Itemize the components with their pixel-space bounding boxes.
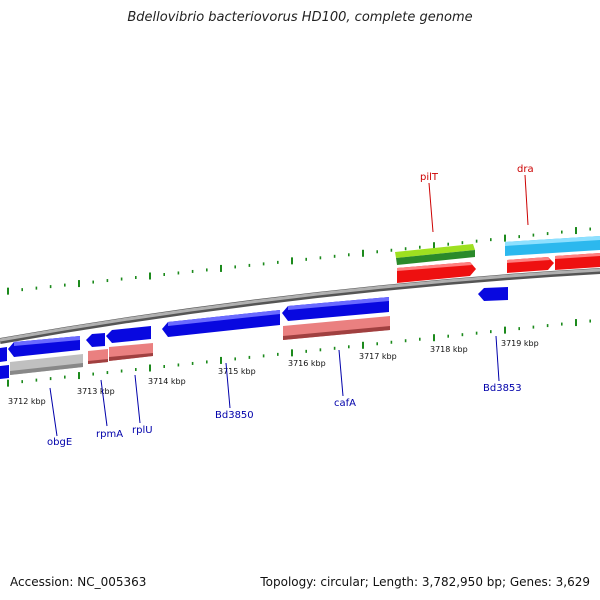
gene-labels: obgE rpmA rplU Bd3850 cafA Bd3853 pilT d…	[47, 164, 534, 448]
leader-pilt	[428, 182, 434, 233]
reverse-genes	[0, 287, 508, 379]
minor-tick-marks	[7, 227, 592, 387]
gene-label-cafa[interactable]: cafA	[334, 398, 356, 409]
gene-label-bd3853[interactable]: Bd3853	[483, 383, 522, 394]
gene-feature-bd3850-shine	[168, 310, 280, 326]
gene-feature-pilt-forward-2[interactable]	[396, 250, 475, 265]
genome-backbone-highlight	[0, 268, 600, 342]
tick-label-3718: 3718 kbp	[430, 345, 468, 354]
gene-feature-left-edge-1[interactable]	[0, 347, 7, 362]
gene-feature-rplu-shade	[109, 353, 153, 361]
gene-label-dra[interactable]: dra	[517, 164, 534, 175]
tick-label-3713: 3713 kbp	[77, 387, 115, 396]
leader-lines	[49, 174, 529, 437]
gene-feature-rpma[interactable]	[86, 333, 105, 347]
gene-feature-rplu[interactable]	[106, 326, 151, 343]
gene-label-rpma[interactable]: rpmA	[96, 429, 123, 440]
leader-dra	[524, 174, 529, 226]
tick-label-3719: 3719 kbp	[501, 339, 539, 348]
leader-obge	[49, 387, 58, 437]
tick-label-3716: 3716 kbp	[288, 359, 326, 368]
tick-label-3714: 3714 kbp	[148, 377, 186, 386]
gene-feature-dra-red-shine	[507, 257, 550, 263]
gene-feature-left-edge-2[interactable]	[0, 365, 9, 379]
gene-label-pilt[interactable]: pilT	[420, 172, 439, 183]
gene-feature-obge-grey-shade	[10, 363, 83, 375]
gene-feature-dra-cyan-shine	[505, 236, 600, 246]
forward-genes	[395, 236, 600, 283]
gene-feature-red-right-shine	[555, 253, 600, 259]
leader-rpma	[100, 379, 108, 427]
gene-feature-bd3853[interactable]	[478, 287, 508, 301]
genome-summary-text: Topology: circular; Length: 3,782,950 bp…	[260, 575, 590, 589]
gene-label-rplu[interactable]: rplU	[132, 425, 153, 436]
leader-cafa	[338, 349, 344, 397]
scale-labels: 3712 kbp 3713 kbp 3714 kbp 3715 kbp 3716…	[8, 339, 539, 406]
page-title: Bdellovibrio bacteriovorus HD100, comple…	[127, 10, 473, 25]
tick-label-3715: 3715 kbp	[218, 367, 256, 376]
tick-label-3712: 3712 kbp	[8, 397, 46, 406]
accession-text: Accession: NC_005363	[10, 575, 147, 589]
leader-bd3853	[495, 335, 500, 382]
leader-bd3850	[225, 362, 231, 409]
leader-rplu	[134, 374, 141, 424]
gene-feature-bd3851-shine	[288, 297, 389, 310]
gene-feature-pilt-forward[interactable]	[395, 244, 475, 258]
gene-feature-obge-shine	[14, 336, 80, 346]
gene-label-obge[interactable]: obgE	[47, 437, 72, 448]
tick-label-3717: 3717 kbp	[359, 352, 397, 361]
gene-feature-cafa-shade	[283, 326, 390, 340]
gene-feature-pilt-red-shine	[397, 262, 472, 271]
gene-label-bd3850[interactable]: Bd3850	[215, 410, 254, 421]
gene-feature-rpma-shade	[88, 359, 108, 364]
